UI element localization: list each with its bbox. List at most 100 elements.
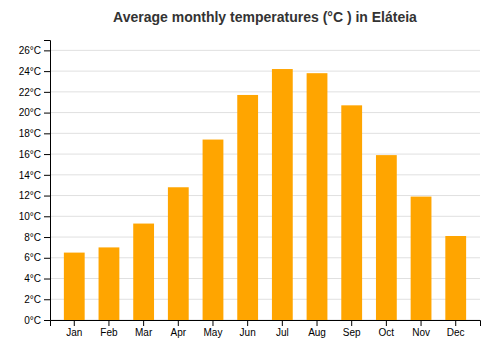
y-tick-label: 6°C <box>24 252 41 263</box>
x-tick-mark <box>386 320 387 326</box>
x-tick-mark <box>455 320 456 326</box>
y-tick: 22°C <box>19 87 50 98</box>
x-tick: Aug <box>308 320 326 338</box>
y-tick: 16°C <box>19 149 50 160</box>
y-tick-mark <box>44 50 50 51</box>
grid-line <box>50 112 480 113</box>
x-tick: Jul <box>276 320 289 338</box>
title: Average monthly temperatures (°C ) in El… <box>113 9 417 25</box>
x-tick: Feb <box>100 320 118 338</box>
x-tick-mark <box>421 320 422 326</box>
y-tick: 24°C <box>19 66 50 77</box>
x-tick-label: May <box>204 327 223 338</box>
y-tick-mark <box>44 216 50 217</box>
bar <box>99 247 120 320</box>
x-tick: Jan <box>66 320 82 338</box>
x-tick-label: Jun <box>240 327 256 338</box>
bar <box>168 187 189 320</box>
y-tick-label: 18°C <box>19 128 41 139</box>
grid-line <box>50 71 480 72</box>
y-tick-mark <box>44 154 50 155</box>
y-tick-mark <box>44 320 50 321</box>
x-tick-mark <box>317 320 318 326</box>
grid <box>50 50 480 320</box>
x-tick-mark <box>143 320 144 326</box>
y-tick-mark <box>44 71 50 72</box>
y-tick: 10°C <box>19 211 50 222</box>
bar <box>64 253 85 320</box>
y-tick-label: 4°C <box>24 273 41 284</box>
x-tick-label: Nov <box>412 327 430 338</box>
y-tick-label: 22°C <box>19 87 41 98</box>
bar <box>307 73 328 320</box>
y-tick-label: 24°C <box>19 66 41 77</box>
y-tick-label: 0°C <box>24 315 41 326</box>
x-tick: Oct <box>379 320 395 338</box>
y-tick: 6°C <box>24 252 50 263</box>
y-tick-mark <box>44 279 50 280</box>
bar <box>445 236 466 320</box>
x-tick-mark <box>212 320 213 326</box>
x-tick: Sep <box>343 320 361 338</box>
y-tick-label: 20°C <box>19 107 41 118</box>
y-tick-mark <box>44 133 50 134</box>
x-axis-line <box>51 321 481 327</box>
x-tick-mark <box>108 320 109 326</box>
x-tick-label: Dec <box>447 327 465 338</box>
y-tick: 20°C <box>19 107 50 118</box>
bar <box>203 140 224 320</box>
bar <box>237 95 258 320</box>
x-tick-label: Sep <box>343 327 361 338</box>
y-tick: 26°C <box>19 45 50 56</box>
y-tick-mark <box>44 175 50 176</box>
grid-line <box>50 174 480 175</box>
x-tick-mark <box>74 320 75 326</box>
y-tick: 18°C <box>19 128 50 139</box>
y-tick: 2°C <box>24 294 50 305</box>
y-axis-line <box>44 41 51 321</box>
x-tick: Mar <box>135 320 153 338</box>
y-tick: 12°C <box>19 190 50 201</box>
x-tick-label: Oct <box>379 327 395 338</box>
y-tick-label: 10°C <box>19 211 41 222</box>
grid-line <box>50 50 480 51</box>
x-tick: Nov <box>412 320 430 338</box>
y-tick-mark <box>44 92 50 93</box>
page: {"chart_data": {"type": "bar", "title": … <box>0 0 500 350</box>
y-tick-label: 16°C <box>19 149 41 160</box>
x-tick-label: Jul <box>276 327 289 338</box>
bars <box>64 69 466 320</box>
y-tick-label: 26°C <box>19 45 41 56</box>
y-tick-mark <box>44 196 50 197</box>
y-axis: 0°C 2°C 4°C 6°C 8°C 10°C 12°C 14°C 16°C 18°C 20°C 2… <box>19 41 51 326</box>
bar <box>411 197 432 320</box>
y-tick-mark <box>44 299 50 300</box>
bar <box>272 69 293 320</box>
x-tick: Dec <box>447 320 465 338</box>
y-tick-label: 14°C <box>19 170 41 181</box>
bar <box>133 224 154 320</box>
y-tick: 0°C <box>24 315 50 326</box>
y-tick: 4°C <box>24 273 50 284</box>
y-tick: 14°C <box>19 170 50 181</box>
x-tick-mark <box>282 320 283 326</box>
x-tick-mark <box>351 320 352 326</box>
y-tick-label: 8°C <box>24 232 41 243</box>
x-tick: Jun <box>240 320 256 338</box>
x-tick-label: Jan <box>66 327 82 338</box>
y-tick: 8°C <box>24 232 50 243</box>
grid-line <box>50 91 480 92</box>
grid-line <box>50 133 480 134</box>
x-tick: Apr <box>171 320 187 338</box>
bar <box>376 155 397 320</box>
x-tick-label: Feb <box>100 327 118 338</box>
chart: Jan Feb Mar Apr May Jun Jul Aug Sep Oct Nov Dec 0°C 2… <box>0 0 500 350</box>
x-tick: May <box>204 320 223 338</box>
y-tick-mark <box>44 258 50 259</box>
y-tick-label: 12°C <box>19 190 41 201</box>
bar <box>341 105 362 320</box>
grid-line <box>50 195 480 196</box>
x-tick-mark <box>247 320 248 326</box>
grid-line <box>50 154 480 155</box>
x-tick-mark <box>178 320 179 326</box>
